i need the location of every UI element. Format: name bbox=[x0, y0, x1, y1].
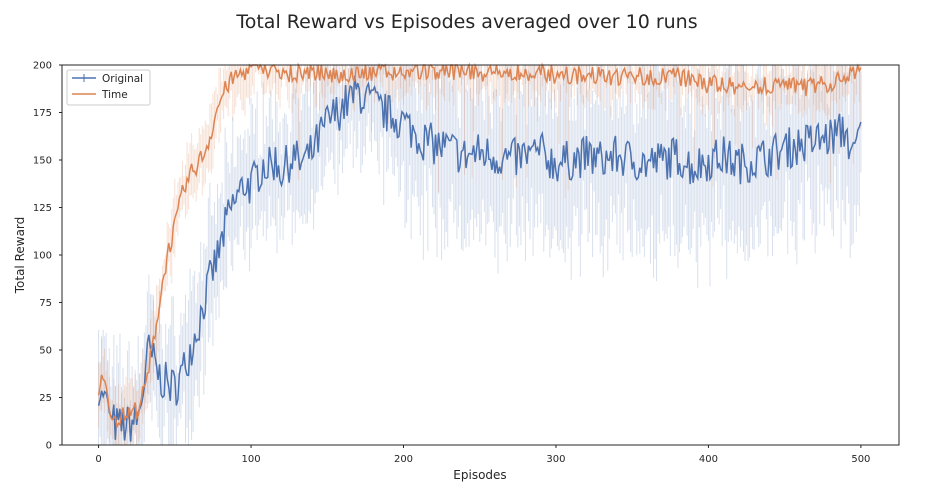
x-axis-label: Episodes bbox=[453, 468, 506, 482]
y-tick-label: 100 bbox=[33, 251, 52, 262]
x-tick-label: 100 bbox=[242, 454, 261, 465]
y-tick-label: 175 bbox=[33, 108, 52, 119]
series-line-time bbox=[97, 62, 862, 428]
x-tick-label: 400 bbox=[699, 454, 718, 465]
x-tick-label: 200 bbox=[394, 454, 413, 465]
legend-label-time: Time bbox=[101, 89, 128, 101]
y-tick-label: 200 bbox=[33, 61, 52, 72]
y-axis-label: Total Reward bbox=[13, 217, 27, 295]
y-tick-label: 50 bbox=[39, 346, 52, 357]
chart-title: Total Reward vs Episodes averaged over 1… bbox=[235, 11, 697, 33]
x-tick-label: 500 bbox=[851, 454, 870, 465]
series-line-original bbox=[97, 75, 862, 442]
plot-frame bbox=[61, 64, 900, 446]
y-tick-label: 125 bbox=[33, 203, 52, 214]
legend-label-original: Original bbox=[102, 73, 143, 85]
y-tick-label: 0 bbox=[46, 441, 52, 452]
y-tick-label: 75 bbox=[39, 298, 52, 309]
x-tick-label: 300 bbox=[546, 454, 565, 465]
plot-area bbox=[97, 62, 862, 445]
x-tick-label: 0 bbox=[95, 454, 101, 465]
y-tick-label: 150 bbox=[33, 156, 52, 167]
y-tick-label: 25 bbox=[39, 393, 52, 404]
error-bars-time bbox=[98, 65, 862, 445]
axis-ticks: 0 100 200 300 400 500 0 25 50 75 100 125 150 175 200 bbox=[33, 61, 871, 466]
legend: Original Time bbox=[66, 69, 151, 106]
